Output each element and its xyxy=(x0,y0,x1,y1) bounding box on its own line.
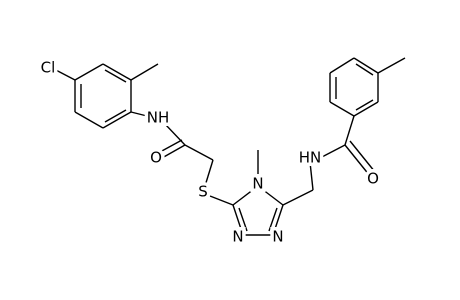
atom-label: O xyxy=(367,170,379,188)
atom-label: N xyxy=(232,228,243,246)
atom-label: N xyxy=(272,228,283,246)
atom-label: NH xyxy=(147,109,170,127)
atom-label: Cl xyxy=(41,59,56,77)
atom-label: O xyxy=(150,149,162,167)
atom-label: HN xyxy=(299,149,322,167)
atom-label: N xyxy=(252,175,263,193)
atom-label: S xyxy=(198,183,208,201)
bonds xyxy=(51,57,406,236)
